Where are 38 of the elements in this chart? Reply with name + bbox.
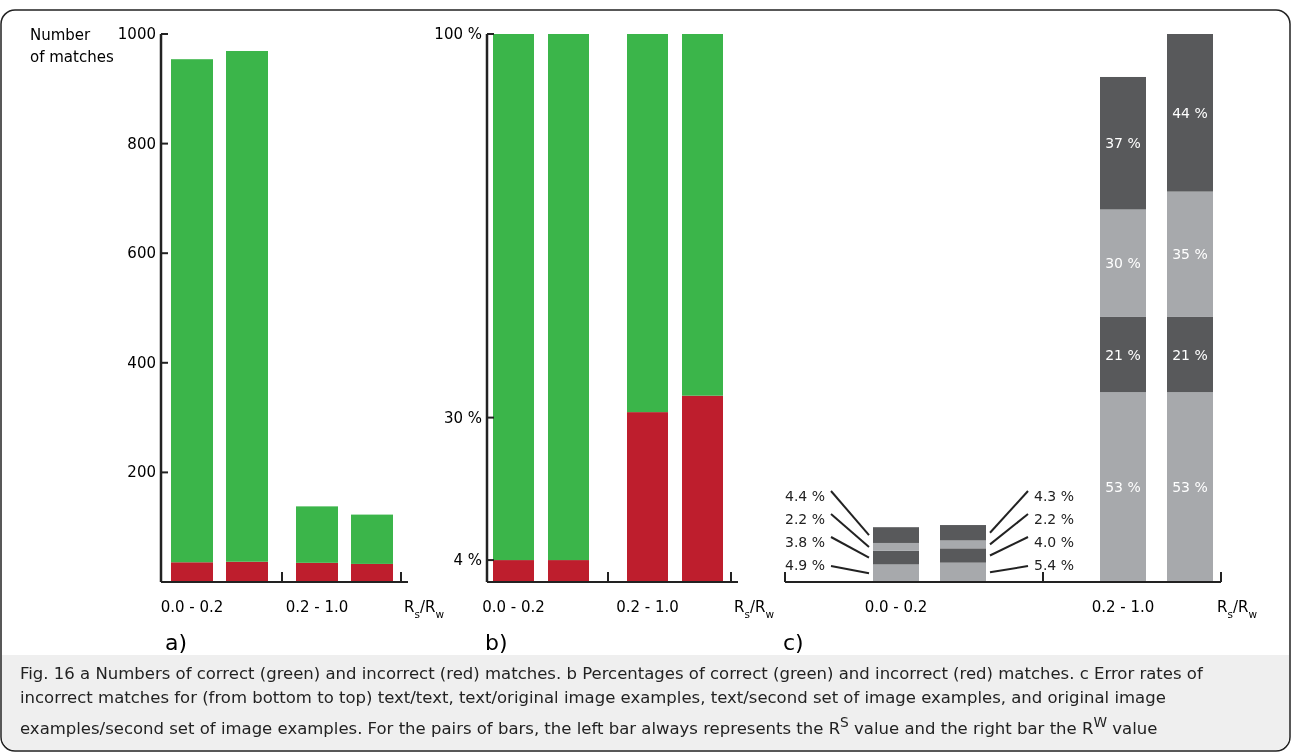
data-label: 4.4 %	[784, 488, 825, 504]
x-axis-title: R$_{s}$/R$_{w}$	[1217, 598, 1258, 620]
text: b)	[485, 630, 508, 655]
y-tick-label: 800	[127, 134, 156, 153]
y-tick-label: 1000	[117, 25, 156, 43]
x-axis-title: R$_{s}$/R$_{w}$	[404, 598, 445, 620]
x-tick-label: 0.0 - 0.2	[482, 598, 545, 616]
data-label: 4.3 %	[1034, 488, 1075, 504]
data-label: 4.9 %	[784, 557, 825, 573]
text: a)	[165, 630, 188, 655]
y-tick-label: 100 %	[434, 25, 482, 43]
data-label: 37 %	[1105, 135, 1141, 152]
y-tick-label: 30 %	[443, 408, 482, 427]
y-tick-label: 400	[127, 353, 156, 372]
data-label: 35 %	[1172, 246, 1208, 263]
data-label: 3.8 %	[784, 534, 825, 550]
x-tick-label: 0.2 - 1.0	[285, 598, 349, 616]
y-tick-label: 600	[127, 244, 156, 263]
data-label: 2.2 %	[1034, 511, 1075, 527]
data-label: 4.0 %	[1034, 534, 1075, 550]
data-label: 53 %	[1172, 479, 1208, 496]
data-label: 21 %	[1105, 346, 1141, 363]
x-tick-label: 0.0 - 0.2	[864, 598, 928, 616]
data-label: 53 %	[1105, 479, 1141, 496]
y-tick-label: 4 %	[453, 551, 482, 570]
y-tick-label: 200	[127, 463, 156, 482]
data-label: 5.4 %	[1034, 557, 1075, 573]
x-tick-label: 0.0 - 0.2	[160, 598, 224, 616]
caption: Fig. 16 a Numbers of correct (green) and incorrect (red) matches. b Percentages of correct (green) and incorrect (red) matches. c Error rates of incorrect matches for (from bottom to top) text/text, text/original image examples, text/second set of image examples, and original image examples/second set of image examples. For the pairs of bars, the left bar always represents the R$^{S}$ value and the right bar the R$^{W}$ value	[20, 663, 1204, 740]
data-label: 21 %	[1172, 346, 1208, 363]
x-tick-label: 0.2 - 1.0	[1091, 598, 1155, 616]
y-axis-title: Number of matches	[30, 26, 114, 66]
x-tick-label: 0.2 - 1.0	[616, 598, 679, 616]
text: c)	[783, 630, 804, 655]
data-label: 2.2 %	[784, 511, 825, 527]
data-label: 30 %	[1105, 255, 1141, 272]
data-label: 44 %	[1172, 104, 1208, 121]
x-axis-title: R$_{s}$/R$_{w}$	[734, 598, 775, 620]
